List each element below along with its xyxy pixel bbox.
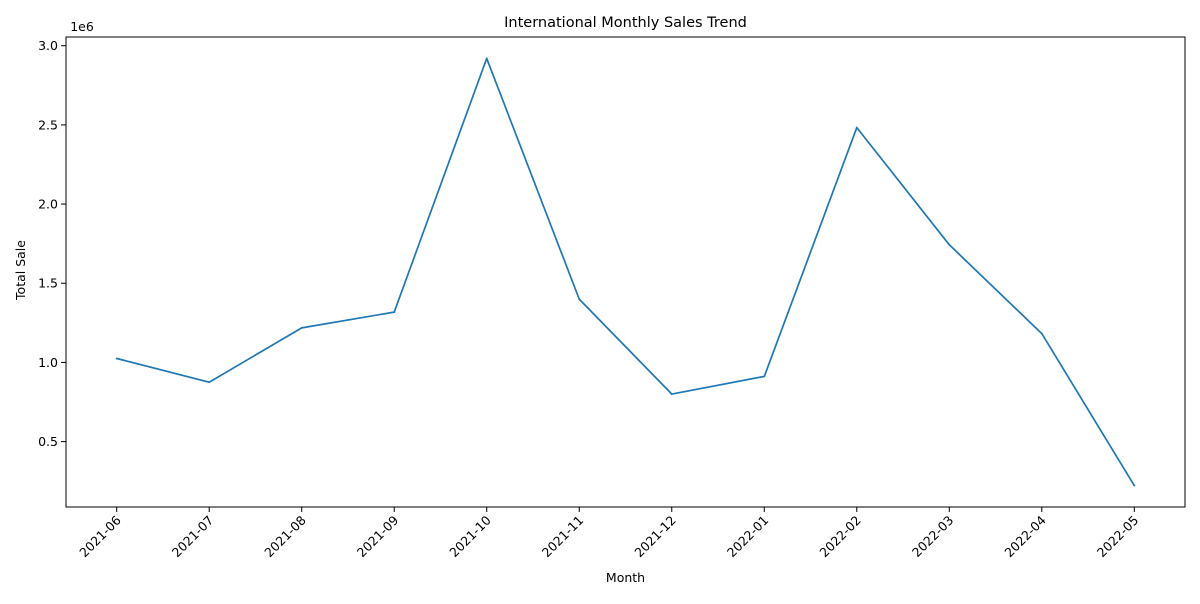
axes-frame	[65, 36, 1186, 508]
y-axis-label: Total Sale	[13, 240, 28, 301]
data-point	[1133, 484, 1136, 487]
chart-title: International Monthly Sales Trend	[504, 15, 747, 31]
y-tick-label: 2.5	[38, 117, 58, 132]
data-point	[855, 126, 858, 129]
data-point	[393, 311, 396, 313]
y-tick-label: 0.5	[38, 434, 58, 449]
y-axis-offset-label: 1e6	[70, 19, 94, 34]
data-point	[578, 298, 581, 300]
y-tick-label: 1.0	[38, 355, 58, 370]
data-point	[1040, 332, 1043, 335]
x-axis-label: Month	[606, 570, 645, 585]
y-tick-label: 2.0	[38, 197, 58, 212]
series-line	[116, 57, 1136, 487]
data-point	[485, 57, 488, 60]
data-point	[300, 326, 303, 329]
data-point	[208, 381, 211, 384]
y-tick-label: 1.5	[38, 276, 58, 291]
data-point	[763, 375, 766, 378]
data-point	[948, 243, 951, 246]
data-point	[115, 357, 118, 360]
data-point	[670, 393, 673, 395]
y-tick-label: 3.0	[38, 38, 58, 53]
